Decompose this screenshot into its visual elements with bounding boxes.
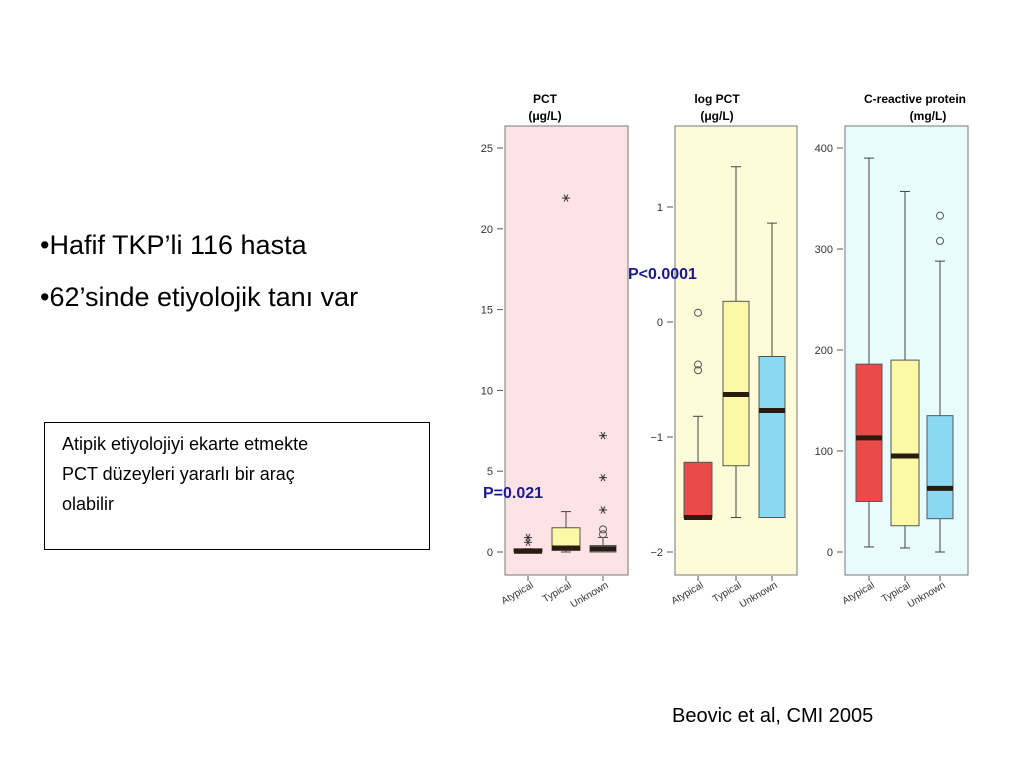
panel-title: PCT [533, 92, 558, 106]
outlier-point [524, 533, 532, 542]
panel-unit: (μg/L) [528, 109, 561, 123]
outlier-point [599, 525, 607, 534]
y-tick-label: 20 [481, 224, 493, 236]
outlier-point [936, 211, 944, 220]
outlier-point [599, 530, 607, 539]
citation: Beovic et al, CMI 2005 [672, 705, 874, 727]
bullet-patients: •Hafif TKP’li 116 hasta [40, 230, 307, 260]
y-tick-label: 100 [815, 446, 833, 458]
y-tick-label: −1 [650, 432, 663, 444]
category-label: Atypical [500, 580, 536, 607]
box-unknown [758, 356, 786, 518]
y-tick-label: 200 [815, 345, 833, 357]
y-tick-label: 5 [487, 466, 493, 478]
panel-unit: (mg/L) [910, 109, 947, 123]
category-label: Unknown [906, 580, 948, 610]
y-tick-label: −2 [650, 547, 663, 559]
outlier-point [936, 236, 944, 245]
y-tick-label: 300 [815, 244, 833, 256]
note-box: Atipik etiyolojiyi ekarte etmekte PCT dü… [44, 422, 430, 550]
category-label: Atypical [841, 580, 877, 607]
outlier-point [599, 506, 607, 514]
note-line: olabilir [62, 494, 115, 514]
outlier-point [562, 194, 570, 202]
category-label: Unknown [738, 580, 780, 610]
category-label: Unknown [569, 580, 611, 610]
y-tick-label: 25 [481, 143, 493, 155]
panel-title: log PCT [694, 92, 740, 106]
note-line: Atipik etiyolojiyi ekarte etmekte [62, 434, 309, 454]
y-tick-label: 0 [487, 547, 493, 559]
outlier-point [599, 431, 607, 440]
panel-unit: (μg/L) [700, 109, 733, 123]
outlier-point [694, 308, 702, 317]
box-unknown [926, 415, 954, 520]
outlier-point [599, 473, 607, 482]
category-label: Atypical [670, 580, 706, 607]
box-typical [722, 300, 750, 467]
box-atypical [855, 363, 883, 503]
y-tick-label: 1 [657, 202, 663, 214]
pvalue-logpct: P<0.0001 [628, 266, 697, 283]
panel-title: C-reactive protein [864, 92, 966, 106]
bullet-etiology: •62’sinde etiyolojik tanı var [40, 282, 359, 312]
y-tick-label: 400 [815, 143, 833, 155]
y-tick-label: 15 [481, 305, 493, 317]
note-line: PCT düzeyleri yararlı bir araç [62, 464, 295, 484]
y-tick-label: 0 [657, 317, 663, 329]
y-tick-label: 0 [827, 547, 833, 559]
outlier-point [694, 366, 702, 375]
box-atypical [683, 461, 713, 518]
panel-background [504, 125, 629, 576]
y-tick-label: 10 [481, 385, 493, 397]
box-typical [890, 359, 920, 527]
outlier-point [694, 360, 702, 369]
pvalue-pct: P=0.021 [483, 485, 544, 502]
